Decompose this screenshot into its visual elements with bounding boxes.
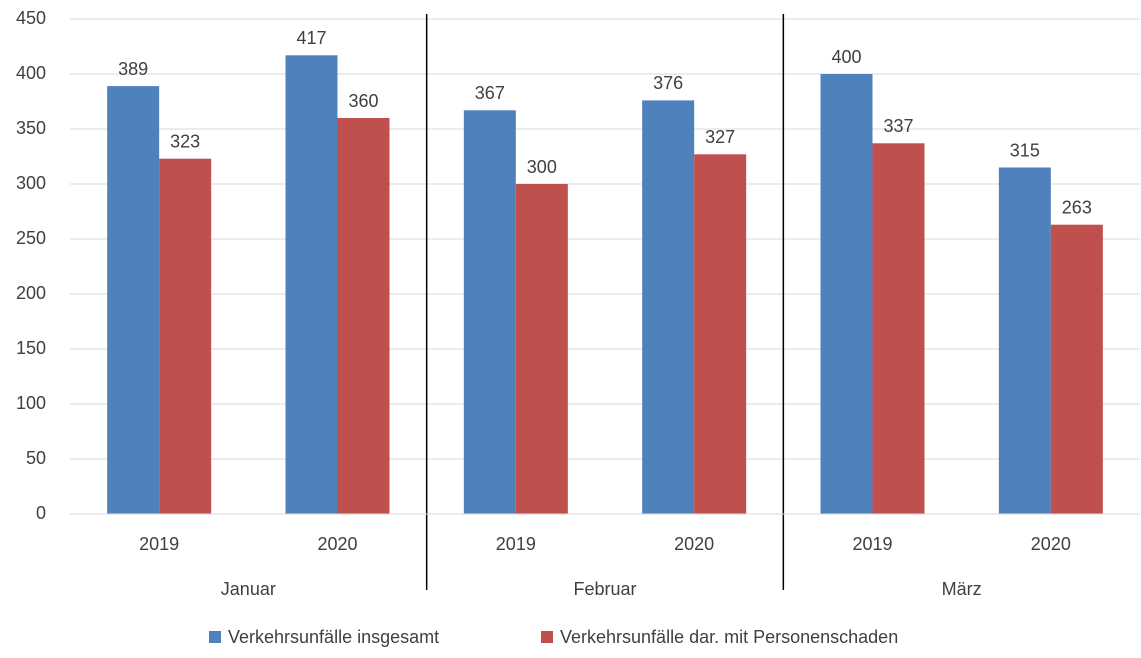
legend-label: Verkehrsunfälle dar. mit Personenschaden — [560, 627, 898, 647]
data-label: 315 — [1010, 140, 1040, 160]
y-tick-label: 150 — [16, 338, 46, 358]
x-tick-label: 2019 — [496, 534, 536, 554]
y-tick-label: 350 — [16, 118, 46, 138]
data-label: 389 — [118, 59, 148, 79]
bar — [872, 143, 925, 515]
bar — [694, 154, 747, 515]
bar — [463, 110, 516, 515]
y-tick-label: 300 — [16, 173, 46, 193]
legend-swatch — [209, 631, 221, 643]
data-label: 360 — [348, 91, 378, 111]
data-label: 263 — [1062, 197, 1092, 217]
bar — [337, 118, 390, 514]
bar — [159, 158, 212, 514]
y-tick-label: 0 — [36, 503, 46, 523]
x-tick-label: 2020 — [317, 534, 357, 554]
y-tick-label: 250 — [16, 228, 46, 248]
x-tick-label: 2020 — [674, 534, 714, 554]
data-label: 327 — [705, 127, 735, 147]
data-label: 367 — [475, 83, 505, 103]
group-label: Februar — [573, 579, 636, 599]
legend-swatch — [541, 631, 553, 643]
data-label: 300 — [527, 157, 557, 177]
x-tick-label: 2020 — [1031, 534, 1071, 554]
y-tick-label: 450 — [16, 8, 46, 28]
y-tick-label: 50 — [26, 448, 46, 468]
bar — [820, 74, 873, 514]
data-label: 417 — [296, 28, 326, 48]
y-tick-label: 400 — [16, 63, 46, 83]
data-label: 376 — [653, 73, 683, 93]
y-tick-label: 100 — [16, 393, 46, 413]
data-label: 400 — [831, 47, 861, 67]
y-tick-label: 200 — [16, 283, 46, 303]
bar — [642, 100, 695, 515]
x-tick-label: 2019 — [139, 534, 179, 554]
legend-label: Verkehrsunfälle insgesamt — [228, 627, 439, 647]
data-label: 323 — [170, 131, 200, 151]
bar — [998, 167, 1051, 514]
bar — [285, 55, 338, 515]
bar — [515, 184, 568, 514]
data-label: 337 — [883, 116, 913, 136]
x-tick-label: 2019 — [852, 534, 892, 554]
bar — [1050, 224, 1103, 514]
group-label: Januar — [221, 579, 276, 599]
group-label: März — [942, 579, 982, 599]
bar — [107, 86, 160, 514]
